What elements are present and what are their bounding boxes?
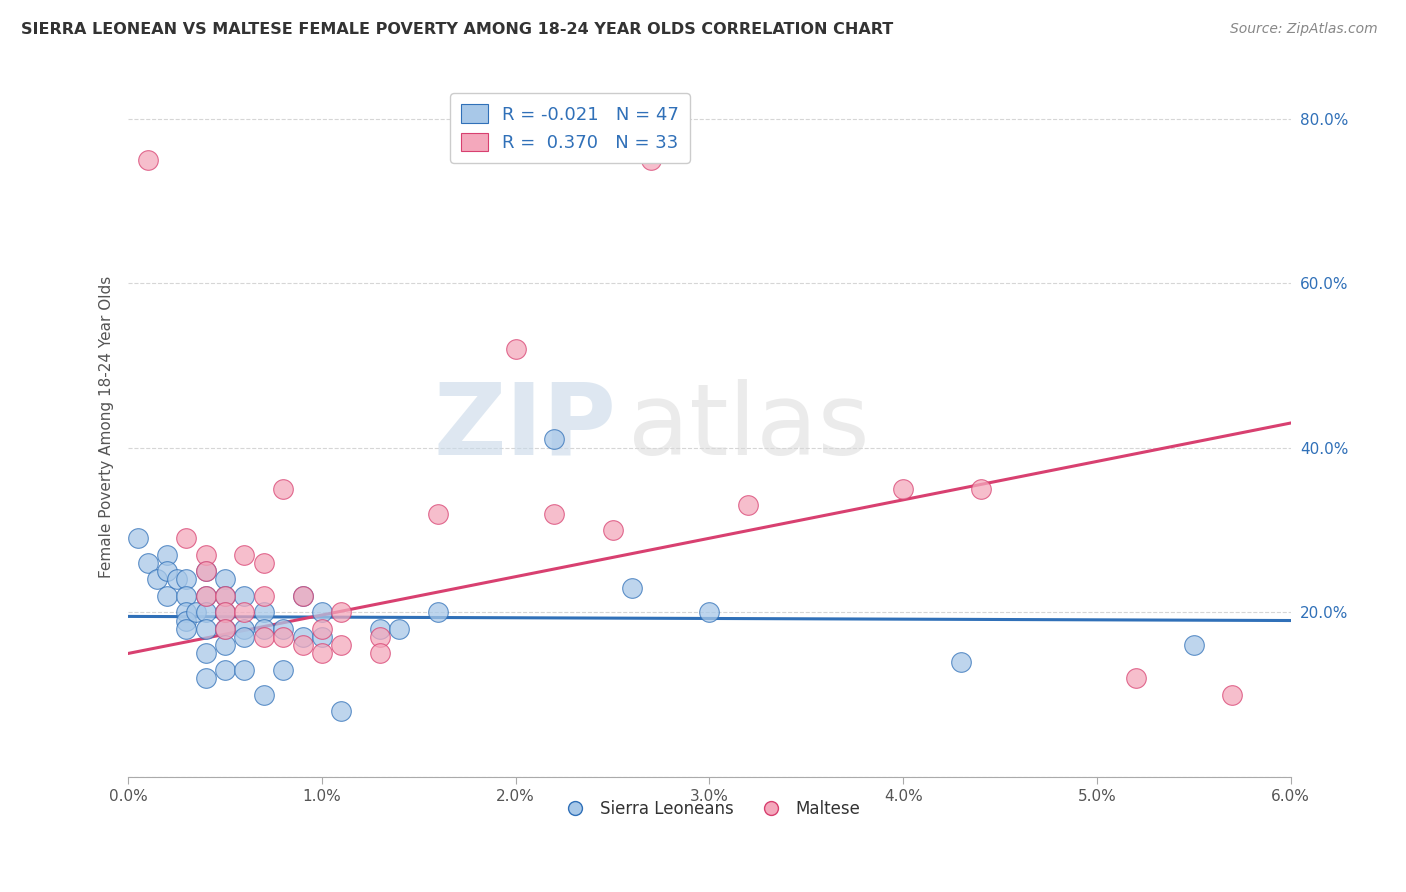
Point [271, 663, 294, 677]
Point [214, 573, 236, 587]
Text: ZIP: ZIP [433, 378, 616, 475]
Point [176, 605, 198, 619]
Point [127, 531, 149, 545]
Point [194, 622, 217, 636]
Point [950, 655, 973, 669]
Point [1182, 638, 1205, 652]
Point [214, 622, 236, 636]
Point [602, 523, 624, 537]
Point [194, 605, 217, 619]
Point [640, 153, 662, 167]
Point [214, 605, 236, 619]
Point [194, 671, 217, 685]
Point [311, 622, 333, 636]
Point [311, 605, 333, 619]
Point [194, 589, 217, 603]
Point [156, 564, 179, 578]
Point [330, 605, 353, 619]
Point [543, 433, 565, 447]
Point [253, 589, 276, 603]
Point [620, 581, 643, 595]
Point [291, 638, 314, 652]
Point [214, 663, 236, 677]
Text: Source: ZipAtlas.com: Source: ZipAtlas.com [1230, 22, 1378, 37]
Point [505, 342, 527, 356]
Point [271, 630, 294, 644]
Point [176, 622, 198, 636]
Point [233, 630, 256, 644]
Point [368, 630, 391, 644]
Point [368, 647, 391, 661]
Point [311, 647, 333, 661]
Point [1125, 671, 1147, 685]
Point [233, 589, 256, 603]
Point [969, 482, 991, 496]
Text: SIERRA LEONEAN VS MALTESE FEMALE POVERTY AMONG 18-24 YEAR OLDS CORRELATION CHART: SIERRA LEONEAN VS MALTESE FEMALE POVERTY… [21, 22, 893, 37]
Point [136, 556, 159, 570]
Point [368, 622, 391, 636]
Point [233, 663, 256, 677]
Point [291, 630, 314, 644]
Point [253, 688, 276, 702]
Point [311, 630, 333, 644]
Point [194, 548, 217, 562]
Point [291, 589, 314, 603]
Point [737, 499, 759, 513]
Point [543, 507, 565, 521]
Point [253, 605, 276, 619]
Point [194, 589, 217, 603]
Point [891, 482, 914, 496]
Point [194, 564, 217, 578]
Point [271, 622, 294, 636]
Point [1222, 688, 1244, 702]
Point [136, 153, 159, 167]
Point [176, 614, 198, 628]
Point [156, 548, 179, 562]
Point [253, 622, 276, 636]
Point [176, 589, 198, 603]
Point [233, 548, 256, 562]
Point [156, 589, 179, 603]
Point [214, 622, 236, 636]
Point [271, 482, 294, 496]
Point [184, 605, 207, 619]
Point [214, 605, 236, 619]
Point [233, 622, 256, 636]
Point [291, 589, 314, 603]
Point [427, 507, 450, 521]
Point [214, 589, 236, 603]
Point [176, 531, 198, 545]
Point [388, 622, 411, 636]
Point [233, 605, 256, 619]
Point [146, 573, 169, 587]
Point [253, 630, 276, 644]
Point [214, 589, 236, 603]
Point [166, 573, 188, 587]
Point [194, 647, 217, 661]
Point [699, 605, 721, 619]
Point [330, 704, 353, 718]
Legend: Sierra Leoneans, Maltese: Sierra Leoneans, Maltese [551, 793, 868, 824]
Point [253, 556, 276, 570]
Text: atlas: atlas [628, 378, 870, 475]
Point [427, 605, 450, 619]
Point [176, 573, 198, 587]
Point [214, 638, 236, 652]
Point [194, 564, 217, 578]
Y-axis label: Female Poverty Among 18-24 Year Olds: Female Poverty Among 18-24 Year Olds [100, 276, 114, 578]
Point [330, 638, 353, 652]
